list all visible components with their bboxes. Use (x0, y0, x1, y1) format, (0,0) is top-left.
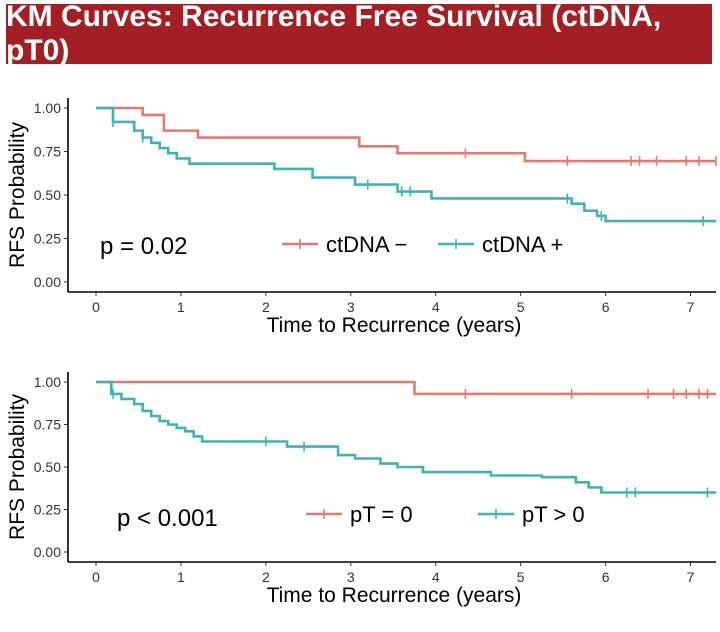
x-tick-label: 0 (92, 299, 100, 315)
legend-label: pT > 0 (522, 502, 585, 527)
x-tick-label: 2 (262, 569, 270, 585)
y-tick-label: 1.00 (34, 374, 61, 390)
legend-label: ctDNA + (482, 232, 563, 257)
series-line-0 (96, 380, 716, 396)
x-tick-label: 2 (262, 299, 270, 315)
km-chart-pt: 0.00 0.25 0.50 0.75 1.00 0 1 2 3 4 5 6 7 Time to Recu… (6, 372, 716, 607)
x-tick-label: 6 (602, 569, 610, 585)
x-tick-label: 4 (432, 299, 440, 315)
p-value-label: p = 0.02 (100, 233, 187, 260)
p-value-label: p < 0.001 (117, 505, 218, 532)
y-tick-label: 0.25 (34, 231, 61, 247)
x-tick-label: 5 (517, 569, 525, 585)
y-tick-label: 0.75 (34, 417, 61, 433)
y-tick-label: 0.00 (34, 544, 61, 560)
series-line-1 (96, 380, 716, 494)
title-banner: KM Curves: Recurrence Free Survival (ctD… (6, 0, 712, 67)
x-tick-label: 7 (687, 569, 695, 585)
x-axis-title: Time to Recurrence (years) (267, 584, 522, 607)
x-tick-label: 3 (347, 569, 355, 585)
banner-title: KM Curves: Recurrence Free Survival (ctD… (6, 0, 662, 67)
x-tick-label: 7 (687, 299, 695, 315)
y-axis-title: RFS Probability (6, 394, 29, 540)
y-tick-label: 0.50 (34, 187, 61, 203)
legend-label: pT = 0 (350, 502, 413, 527)
y-axis-title: RFS Probability (6, 122, 29, 268)
x-tick-label: 6 (602, 299, 610, 315)
y-tick-label: 0.50 (34, 459, 61, 475)
x-tick-label: 4 (432, 569, 440, 585)
km-chart-ctdna: 0.00 0.25 0.50 0.75 1.00 0 1 2 3 4 5 6 7 Time to Recu… (6, 98, 717, 337)
y-tick-label: 0.25 (34, 502, 61, 518)
y-tick-label: 0.75 (34, 144, 61, 160)
series-line-0 (96, 106, 716, 163)
y-tick-label: 0.00 (34, 274, 61, 290)
x-axis-title: Time to Recurrence (years) (267, 314, 522, 337)
x-tick-label: 1 (177, 299, 185, 315)
x-tick-label: 0 (92, 569, 100, 585)
series-line-1 (96, 106, 716, 223)
y-tick-label: 1.00 (34, 100, 61, 116)
x-tick-label: 5 (517, 299, 525, 315)
legend-label: ctDNA − (326, 232, 407, 257)
x-tick-label: 3 (347, 299, 355, 315)
x-tick-label: 1 (177, 569, 185, 585)
